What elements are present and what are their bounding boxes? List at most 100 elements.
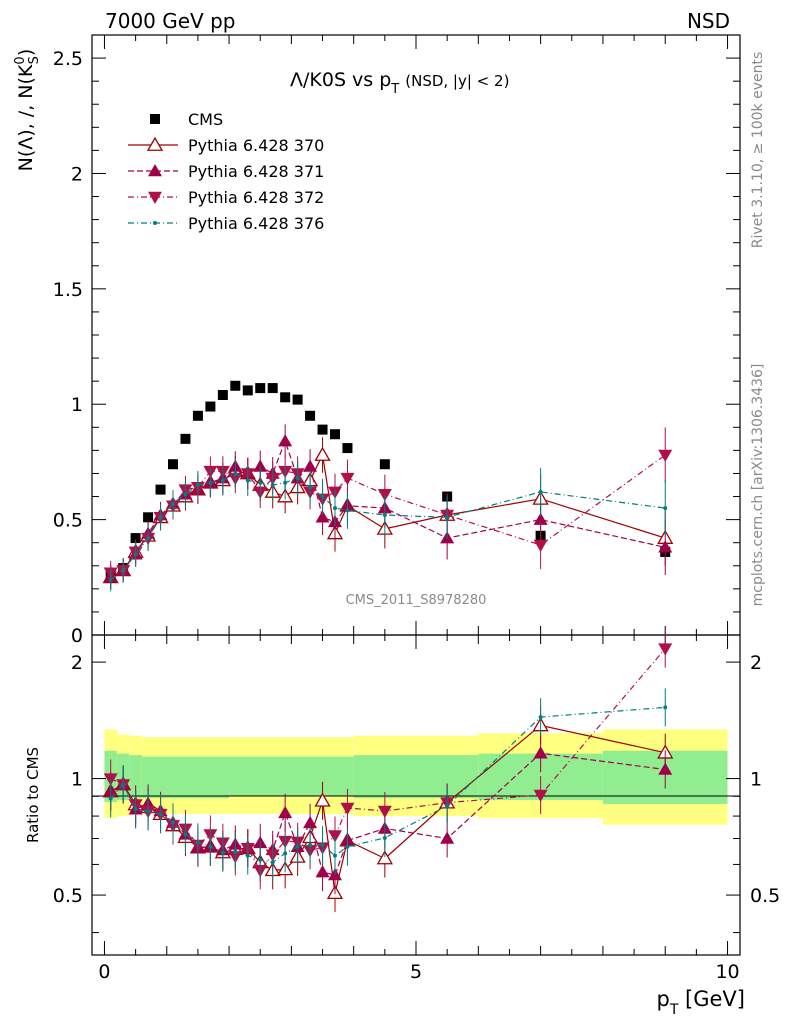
data-point xyxy=(317,424,328,435)
ratio-point xyxy=(663,705,668,710)
ratio-point xyxy=(345,844,350,849)
ratio-point xyxy=(158,812,163,817)
ratio-point xyxy=(340,802,355,815)
plot-title: Λ/K0S vs pT (NSD, |y| < 2) xyxy=(290,69,509,97)
data-point xyxy=(308,485,313,490)
analysis-watermark: CMS_2011_S8978280 xyxy=(346,593,487,608)
ratio-y-axis-label: Ratio to CMS xyxy=(24,747,42,843)
data-point xyxy=(121,568,126,573)
data-point xyxy=(108,577,113,582)
legend-marker xyxy=(150,114,160,124)
legend-item-3: Pythia 6.428 372 xyxy=(128,188,324,207)
top-y-tick-label: 0.5 xyxy=(53,510,83,532)
data-point xyxy=(130,533,141,544)
ratio-point xyxy=(320,842,325,847)
data-point xyxy=(180,433,191,444)
ratio-series-line xyxy=(110,648,666,872)
ratio-point xyxy=(245,853,250,858)
data-point xyxy=(168,459,178,470)
ratio-point xyxy=(283,851,288,856)
ratio-point xyxy=(315,865,330,878)
data-point xyxy=(155,484,166,495)
data-point xyxy=(146,536,151,541)
ratio-series-line xyxy=(110,706,666,863)
plot-title-tail: (NSD, |y| < 2) xyxy=(405,72,509,90)
ratio-point xyxy=(195,840,200,845)
top-y-tick-label: 1 xyxy=(71,394,83,416)
ratio-y-tick-label-left: 2 xyxy=(71,652,83,674)
legend-item-2: Pythia 6.428 371 xyxy=(128,162,324,181)
x-tick-label: 5 xyxy=(410,961,422,983)
ratio-point xyxy=(133,807,138,812)
x-tick-label: 10 xyxy=(715,961,739,983)
ratio-point xyxy=(538,715,543,720)
series-2 xyxy=(103,424,673,590)
data-point xyxy=(283,480,288,485)
ratio-y-tick-label-right: 0.5 xyxy=(750,885,780,907)
data-point xyxy=(340,472,355,486)
ratio-point xyxy=(328,830,342,843)
ratio-band-green xyxy=(141,756,230,799)
data-point xyxy=(330,429,340,440)
ratio-y-tick-label-left: 1 xyxy=(71,769,83,791)
ratio-point xyxy=(308,842,313,847)
series-3 xyxy=(103,427,673,585)
top-y-tick-label: 1.5 xyxy=(53,279,83,301)
data-point xyxy=(658,449,673,462)
top-ylabel-tail: ) xyxy=(15,49,37,56)
data-point xyxy=(278,434,293,447)
ratio-point xyxy=(270,860,275,865)
data-point xyxy=(230,380,241,391)
legend-item-4: Pythia 6.428 376 xyxy=(128,214,324,233)
data-point xyxy=(258,480,263,485)
top-y-tick-label: 2.5 xyxy=(53,48,83,70)
legend-label: CMS xyxy=(188,110,223,129)
axis-ticks xyxy=(92,34,740,955)
plot-title-sub: T xyxy=(390,82,399,97)
top-ylabel-main: N(Λ), /, N(K xyxy=(15,64,37,171)
legend-item-0: CMS xyxy=(150,110,223,129)
ratio-point xyxy=(146,809,151,814)
ratio-point xyxy=(658,643,673,656)
data-point xyxy=(295,476,300,481)
data-point xyxy=(342,443,353,454)
data-point xyxy=(292,394,303,405)
ratio-point xyxy=(440,831,455,844)
ratio-point xyxy=(533,746,548,759)
data-point xyxy=(183,492,188,497)
ratio-point xyxy=(278,805,293,819)
data-point xyxy=(205,401,216,412)
data-point xyxy=(303,459,318,472)
data-point xyxy=(171,501,175,506)
ratio-point xyxy=(533,789,548,802)
xlabel-main: p xyxy=(656,987,669,1011)
top-y-tick-label: 2 xyxy=(71,163,83,185)
header-collision: 7000 GeV pp xyxy=(105,9,236,33)
ratio-point xyxy=(314,792,331,807)
ratio-point xyxy=(183,832,188,837)
legend-label: Pythia 6.428 371 xyxy=(188,162,324,181)
data-point xyxy=(208,480,213,485)
data-point xyxy=(267,383,278,394)
data-point xyxy=(143,512,154,523)
data-point xyxy=(533,512,548,525)
ratio-point xyxy=(333,853,337,858)
data-point xyxy=(192,410,203,421)
data-point xyxy=(195,483,200,487)
data-point xyxy=(233,471,238,476)
data-point xyxy=(217,390,228,400)
data-point xyxy=(345,508,350,513)
ratio-point xyxy=(382,835,387,840)
x-tick-label: 0 xyxy=(98,961,110,983)
ratio-point xyxy=(258,857,263,862)
data-point xyxy=(255,383,266,394)
data-point xyxy=(538,489,543,494)
data-point xyxy=(377,488,392,502)
data-point xyxy=(663,506,668,511)
xlabel-tail: [GeV] xyxy=(678,987,745,1011)
data-point xyxy=(280,392,291,403)
legend-label: Pythia 6.428 372 xyxy=(188,188,324,207)
data-point xyxy=(658,540,673,553)
data-point xyxy=(314,446,331,461)
